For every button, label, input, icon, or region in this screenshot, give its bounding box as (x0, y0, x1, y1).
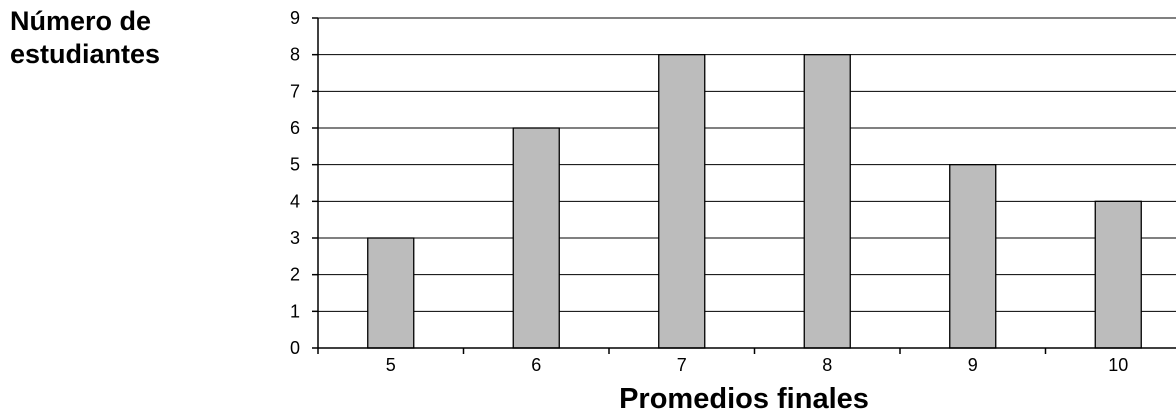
gridlines (318, 17, 1176, 312)
x-tick-label: 8 (822, 355, 832, 375)
x-tick-label: 7 (677, 355, 687, 375)
x-tick-label: 9 (968, 355, 978, 375)
bar (658, 54, 706, 349)
y-axis-label-line-1: Número de (10, 6, 151, 36)
bar (512, 127, 560, 349)
x-tick-label: 5 (386, 355, 396, 375)
bars (367, 54, 1142, 349)
y-tick-label: 3 (290, 228, 300, 248)
y-tick-label: 6 (290, 118, 300, 138)
y-tick-label: 1 (290, 301, 300, 321)
bar (1094, 200, 1142, 349)
bar (949, 164, 997, 349)
bar (367, 237, 415, 349)
y-tick-label: 9 (290, 8, 300, 28)
y-tick-label: 5 (290, 155, 300, 175)
y-tick-label: 4 (290, 191, 300, 211)
y-axis-label-line-2: estudiantes (10, 39, 160, 69)
y-tick-label: 7 (290, 81, 300, 101)
y-tick-label: 8 (290, 45, 300, 65)
y-tick-label: 2 (290, 265, 300, 285)
bar (803, 54, 851, 349)
x-tick-label: 6 (531, 355, 541, 375)
x-tick-label: 10 (1108, 355, 1128, 375)
x-axis-label: Promedios finales (619, 383, 869, 414)
x-tick-labels: 5 6 7 8 9 10 (386, 355, 1129, 375)
axes (312, 17, 1176, 354)
y-tick-label: 0 (290, 338, 300, 358)
y-tick-labels: 0 1 2 3 4 5 6 7 8 9 (290, 8, 300, 358)
